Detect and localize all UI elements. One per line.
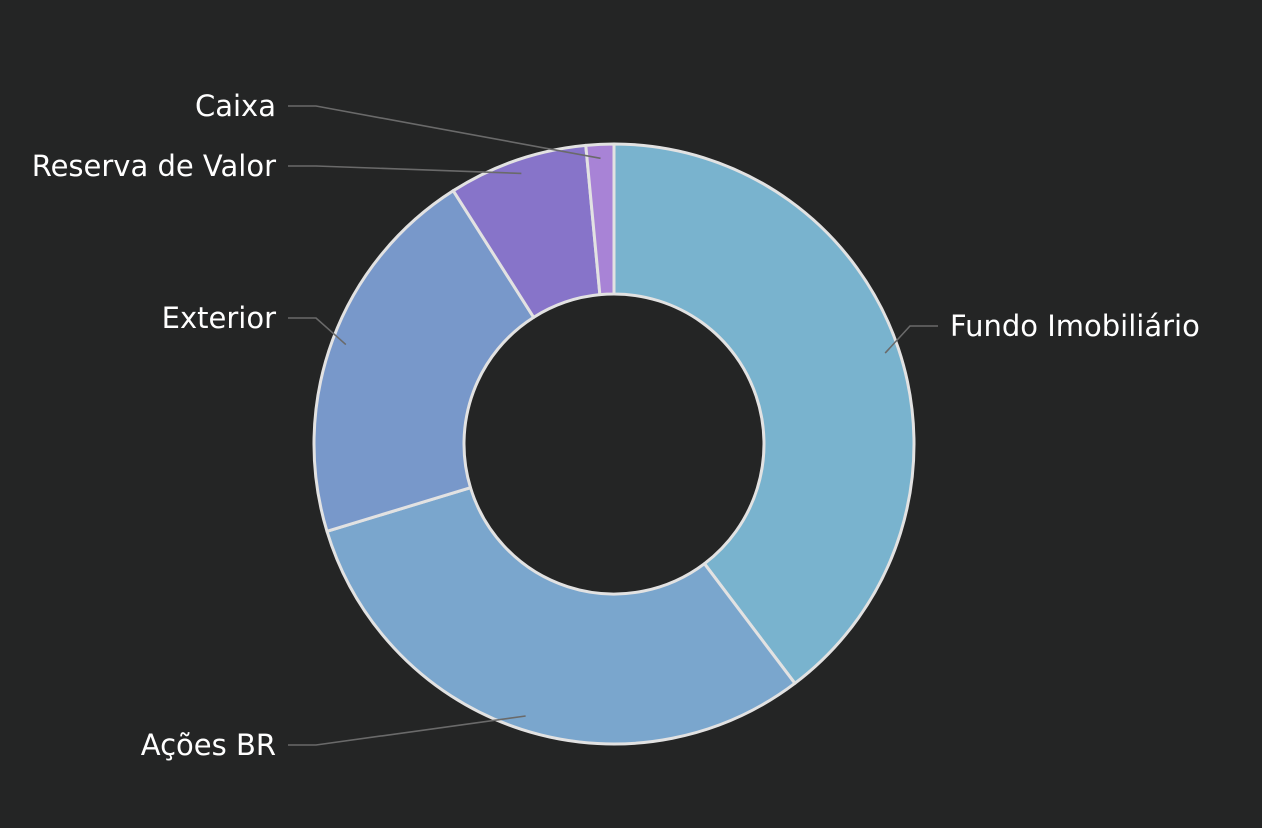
label-fundo-imobiliario: Fundo Imobiliário <box>950 309 1200 343</box>
leader-line-reserva-de-valor <box>288 165 522 175</box>
leader-line-exterior <box>288 317 347 346</box>
slice-exterior[interactable] <box>312 189 536 533</box>
slice-caixa[interactable] <box>584 142 616 297</box>
label-acoes-br: Ações BR <box>141 728 276 762</box>
slice-group <box>312 142 916 746</box>
leader-line-group <box>288 105 938 746</box>
leader-line-acoes-br <box>288 715 526 746</box>
leader-line-caixa <box>288 105 601 160</box>
slice-acoes-br[interactable] <box>325 486 797 746</box>
label-reserva-de-valor: Reserva de Valor <box>32 149 276 183</box>
leader-line-fundo-imobiliario <box>884 325 938 354</box>
label-exterior: Exterior <box>162 301 276 335</box>
label-caixa: Caixa <box>195 89 276 123</box>
slice-fundo-imobiliario[interactable] <box>612 142 916 685</box>
label-group: Fundo Imobiliário Ações BR Exterior Reserva… <box>32 89 1200 762</box>
